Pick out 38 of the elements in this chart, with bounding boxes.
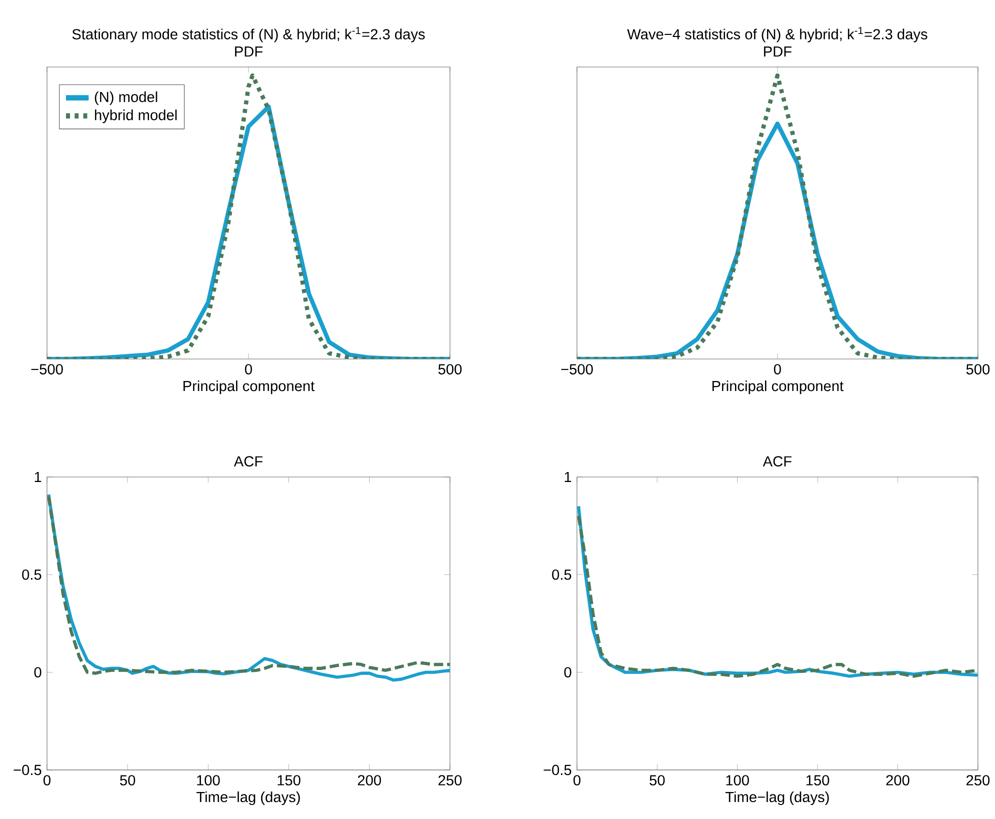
x-tick-label: 150: [806, 775, 830, 786]
x-tick-label: 0: [573, 775, 580, 786]
y-tick-label: 0.5: [552, 569, 572, 580]
legend-label: hybrid model: [95, 110, 177, 124]
chart-subtitle: PDF: [235, 46, 263, 57]
x-tick-label: 0: [244, 364, 252, 374]
x-tick-label: 250: [966, 775, 990, 786]
x-tick-label: 500: [966, 364, 990, 374]
x-tick-label: 500: [438, 364, 462, 374]
y-tick-label: 0: [34, 667, 42, 678]
x-tick-label: 200: [358, 775, 381, 786]
legend-label: (N) model: [94, 91, 158, 106]
x-tick-label: 150: [278, 775, 300, 786]
x-tick-label: 50: [120, 775, 136, 786]
x-tick-label: 50: [650, 775, 665, 786]
x-tick-label: 0: [774, 364, 781, 374]
y-tick-label: −0.5: [14, 764, 42, 776]
x-axis-title: Time−lag (days): [196, 791, 300, 806]
chart-title: Wave−4 statistics of (N) & hybrid; k$^{-1}$=2.3 days: [627, 26, 928, 42]
x-tick-label: 100: [197, 775, 220, 786]
x-tick-label: 0: [44, 775, 50, 786]
x-axis-title: Principal component: [712, 380, 844, 394]
y-tick-label: −0.5: [544, 764, 572, 776]
chart-subtitle: PDF: [764, 46, 792, 57]
x-axis-title: Principal component: [184, 380, 315, 394]
y-tick-label: 1: [564, 472, 572, 482]
x-axis-title: Time−lag (days): [725, 791, 829, 806]
y-tick-label: 0: [564, 667, 572, 678]
chart-title: Stationary mode statistics of (N) & hybrid; k$^{-1}$=2.3 days: [72, 26, 425, 42]
x-tick-label: −500: [31, 364, 63, 374]
x-tick-label: 100: [726, 775, 749, 786]
y-tick-label: 0.5: [22, 569, 42, 580]
x-tick-label: 200: [886, 775, 910, 786]
chart-title: ACF: [762, 456, 792, 467]
chart-title: ACF: [234, 456, 263, 467]
x-tick-label: 250: [438, 775, 462, 786]
x-tick-label: −500: [561, 364, 593, 374]
y-tick-label: 1: [34, 472, 42, 482]
